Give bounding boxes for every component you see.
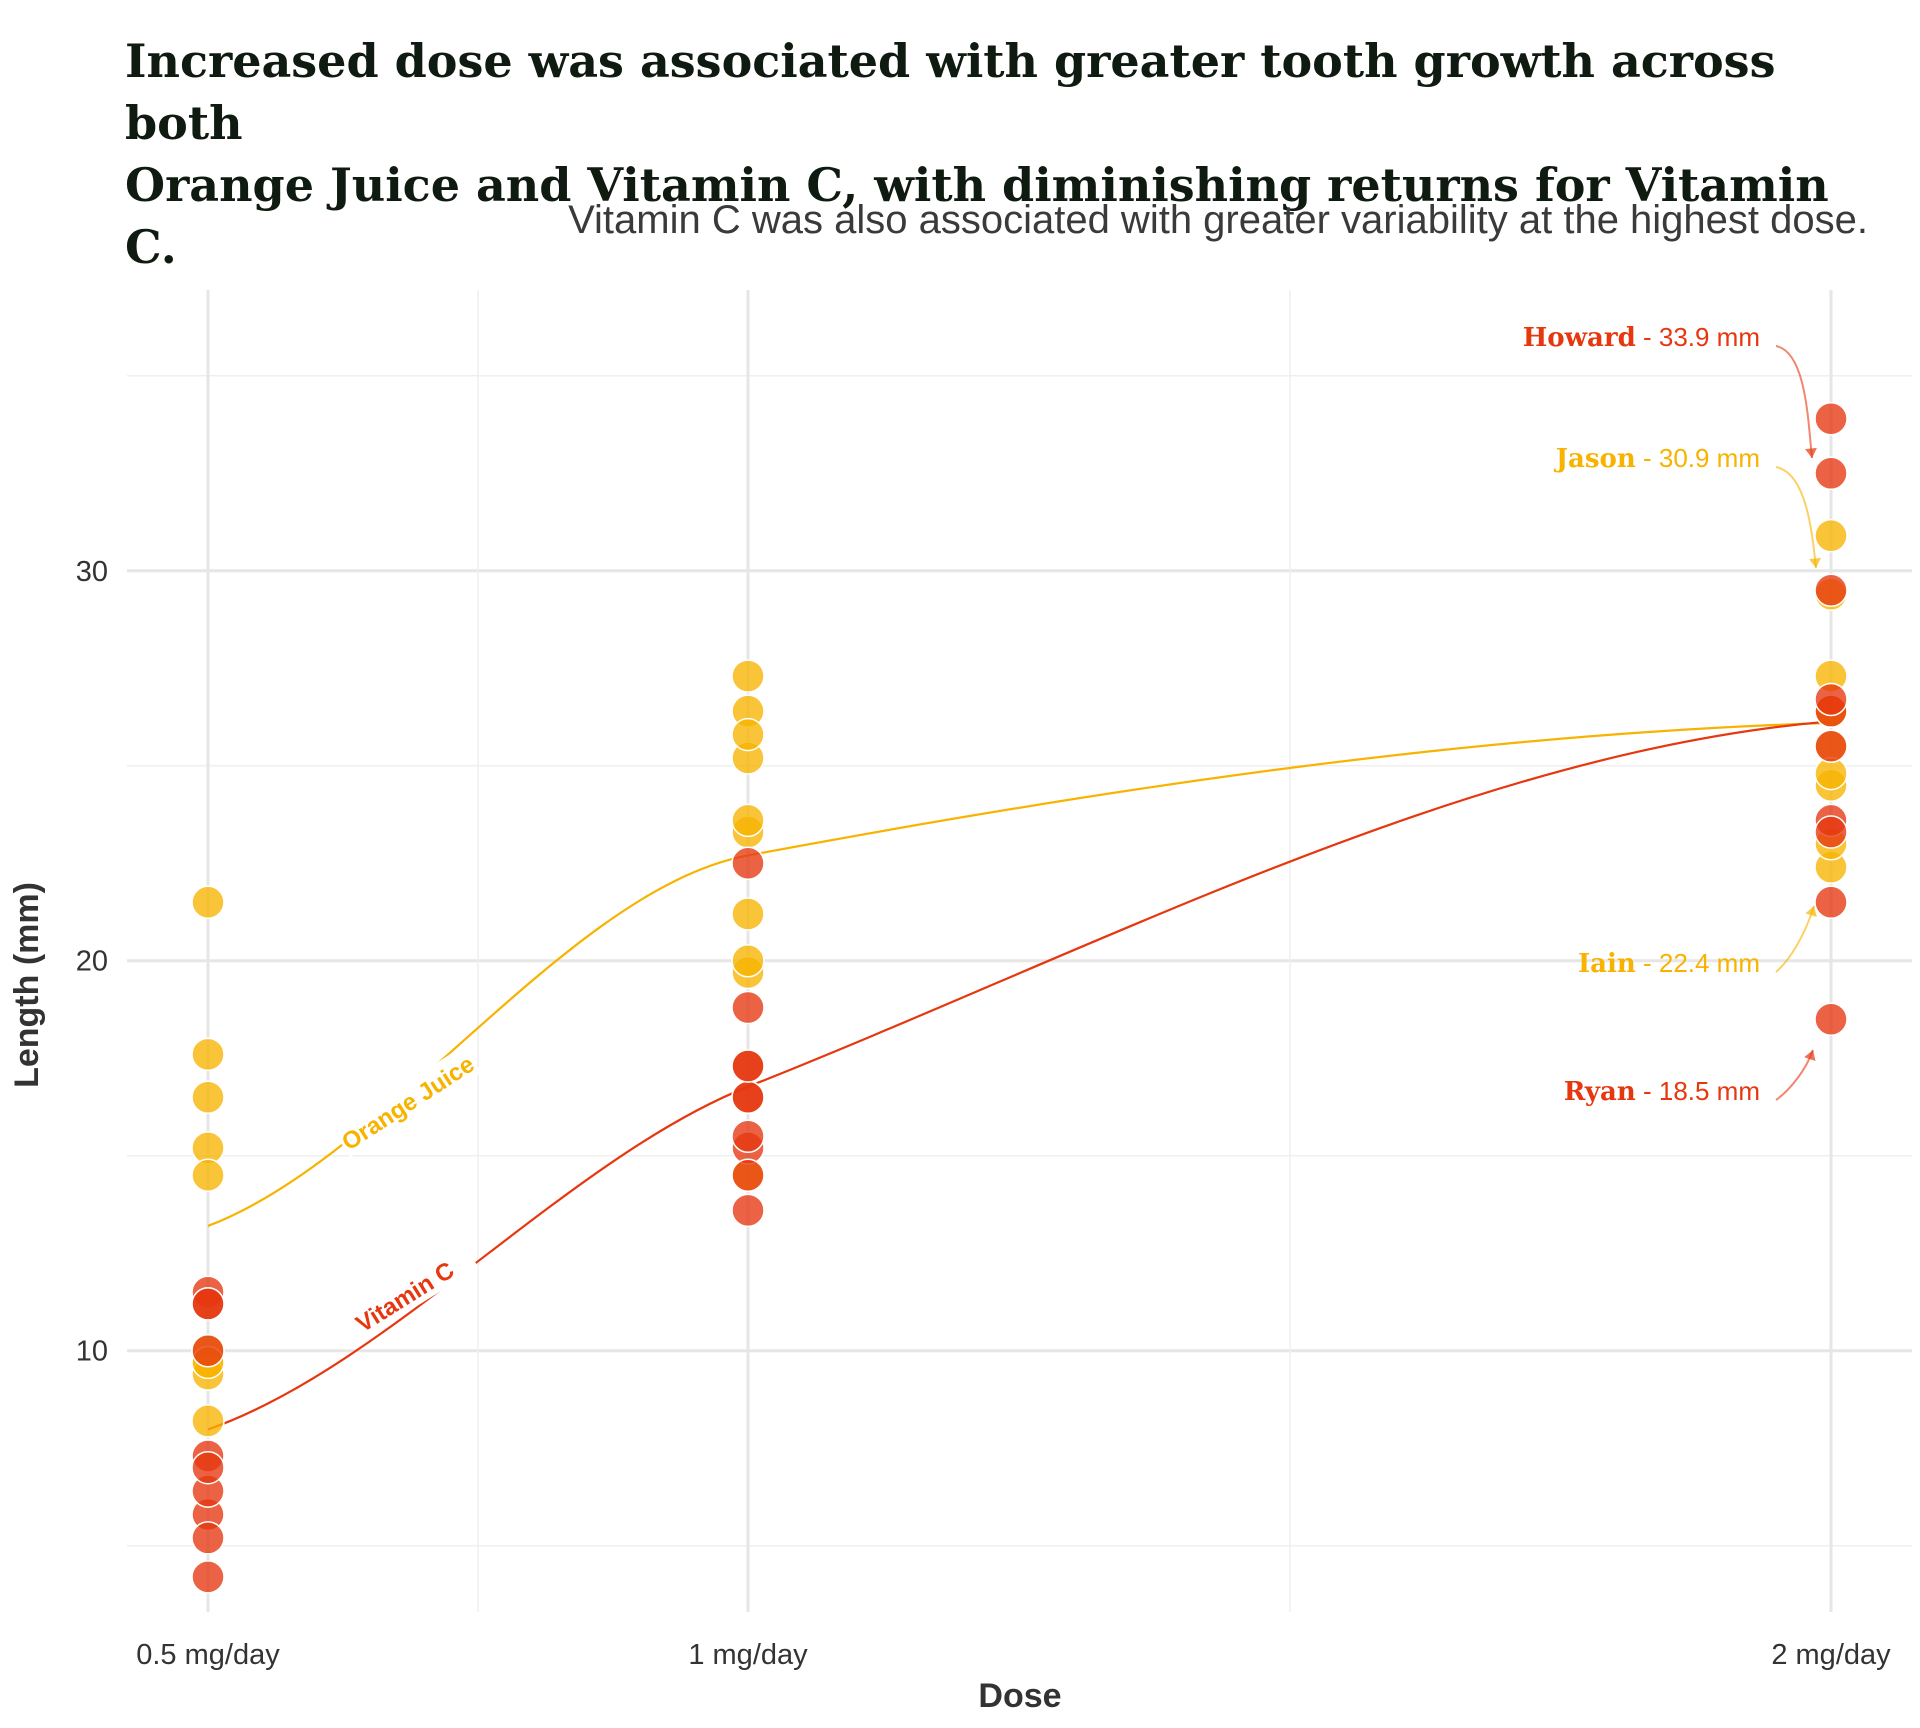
- ryan-annotation: Ryan - 18.5 mm: [1564, 1076, 1760, 1107]
- y-axis-ticks: 10 20 30: [76, 556, 108, 1368]
- chart-title-line-2: Orange Juice and Vitamin C, with diminis…: [125, 158, 1829, 274]
- howard-annotation-name: Howard: [1523, 323, 1636, 353]
- orange-juice-point: [191, 1158, 225, 1192]
- vitamin-c-trend-curve: [207, 720, 1832, 1431]
- howard-annotation-arrowhead: [1805, 447, 1817, 458]
- vitamin-c-point: [731, 846, 765, 881]
- orange-juice-point: [191, 1404, 225, 1438]
- howard-annotation-arrow: [1775, 345, 1813, 459]
- vitamin-c-point: [1814, 1002, 1848, 1036]
- vitamin-c-point: [1814, 682, 1848, 717]
- y-tick-label: 10: [76, 1336, 108, 1368]
- chart-title: Increased dose was associated with great…: [125, 30, 1885, 278]
- vitamin-c-point: [191, 1560, 225, 1594]
- jason-annotation-arrowhead: [1809, 557, 1821, 568]
- vitamin-c-point: [191, 1287, 225, 1321]
- iain-annotation-value: - 22.4 mm: [1636, 948, 1760, 978]
- orange-juice-label-bg: [332, 1045, 482, 1158]
- jason-annotation-arrow: [1775, 466, 1817, 569]
- vitamin-c-point: [731, 1119, 765, 1153]
- vitamin-c-series-label: Vitamin C: [329, 1240, 479, 1351]
- iain-annotation-name: Iain: [1578, 949, 1636, 979]
- orange-juice-point: [731, 897, 765, 931]
- jason-annotation-value: - 30.9 mm: [1636, 443, 1760, 473]
- iain-annotation-arrowhead: [1805, 906, 1817, 917]
- x-tick-label: 1 mg/day: [688, 1639, 808, 1671]
- x-axis-ticks: 0.5 mg/day 1 mg/day 2 mg/day: [136, 1639, 1891, 1671]
- vitamin-c-point: [1814, 401, 1848, 436]
- jason-annotation-name: Jason: [1554, 444, 1636, 474]
- vitamin-c-point: [731, 1158, 765, 1192]
- chart-subtitle: Vitamin C was also associated with great…: [568, 198, 1868, 242]
- grid-lines: [127, 290, 1912, 1612]
- y-tick-label: 30: [76, 556, 108, 588]
- ryan-annotation-arrowhead: [1804, 1050, 1816, 1062]
- orange-juice-point: [731, 943, 765, 978]
- chart-title-line-1: Increased dose was associated with great…: [125, 34, 1776, 150]
- vitamin-c-point: [1814, 885, 1848, 920]
- vitamin-c-point: [1814, 456, 1848, 491]
- vitamin-c-label-bg: [329, 1240, 479, 1351]
- orange-juice-point: [1814, 518, 1848, 553]
- y-tick-label: 20: [76, 946, 108, 978]
- vitamin-c-point: [191, 1333, 225, 1368]
- annotations: Howard - 33.9 mm Jason - 30.9 mm Iain - 22…: [1523, 322, 1821, 1107]
- jason-annotation: Jason - 30.9 mm: [1554, 443, 1760, 474]
- series-labels: Orange Juice Vitamin C: [329, 1045, 482, 1351]
- orange-juice-series-label: Orange Juice: [332, 1045, 482, 1158]
- vitamin-c-point: [731, 1049, 765, 1083]
- vitamin-c-point: [731, 1080, 765, 1114]
- orange-juice-point: [731, 803, 765, 838]
- vitamin-c-point: [1814, 815, 1848, 849]
- ryan-annotation-name: Ryan: [1564, 1077, 1636, 1107]
- howard-annotation: Howard - 33.9 mm: [1523, 322, 1760, 353]
- orange-juice-point: [191, 1080, 225, 1114]
- orange-juice-label-text: Orange Juice: [337, 1051, 479, 1156]
- vitamin-c-label-text: Vitamin C: [351, 1257, 459, 1338]
- howard-annotation-value: - 33.9 mm: [1636, 322, 1760, 352]
- vitamin-c-point: [1814, 573, 1848, 608]
- x-tick-label: 2 mg/day: [1771, 1639, 1891, 1671]
- vitamin-c-point: [1814, 729, 1848, 764]
- x-tick-label: 0.5 mg/day: [136, 1639, 280, 1671]
- orange-juice-point: [731, 717, 765, 752]
- orange-juice-point: [191, 885, 225, 920]
- vitamin-c-point: [731, 990, 765, 1025]
- vitamin-c-point: [191, 1450, 225, 1485]
- data-points: [191, 401, 1848, 1594]
- orange-juice-point: [191, 1037, 225, 1072]
- vitamin-c-point: [191, 1521, 225, 1555]
- vitamin-c-point: [731, 1193, 765, 1228]
- iain-annotation: Iain - 22.4 mm: [1578, 948, 1760, 979]
- x-axis-title: Dose: [978, 1677, 1061, 1715]
- orange-juice-point: [731, 659, 765, 693]
- y-axis-title: Length (mm): [8, 882, 46, 1088]
- ryan-annotation-value: - 18.5 mm: [1636, 1076, 1760, 1106]
